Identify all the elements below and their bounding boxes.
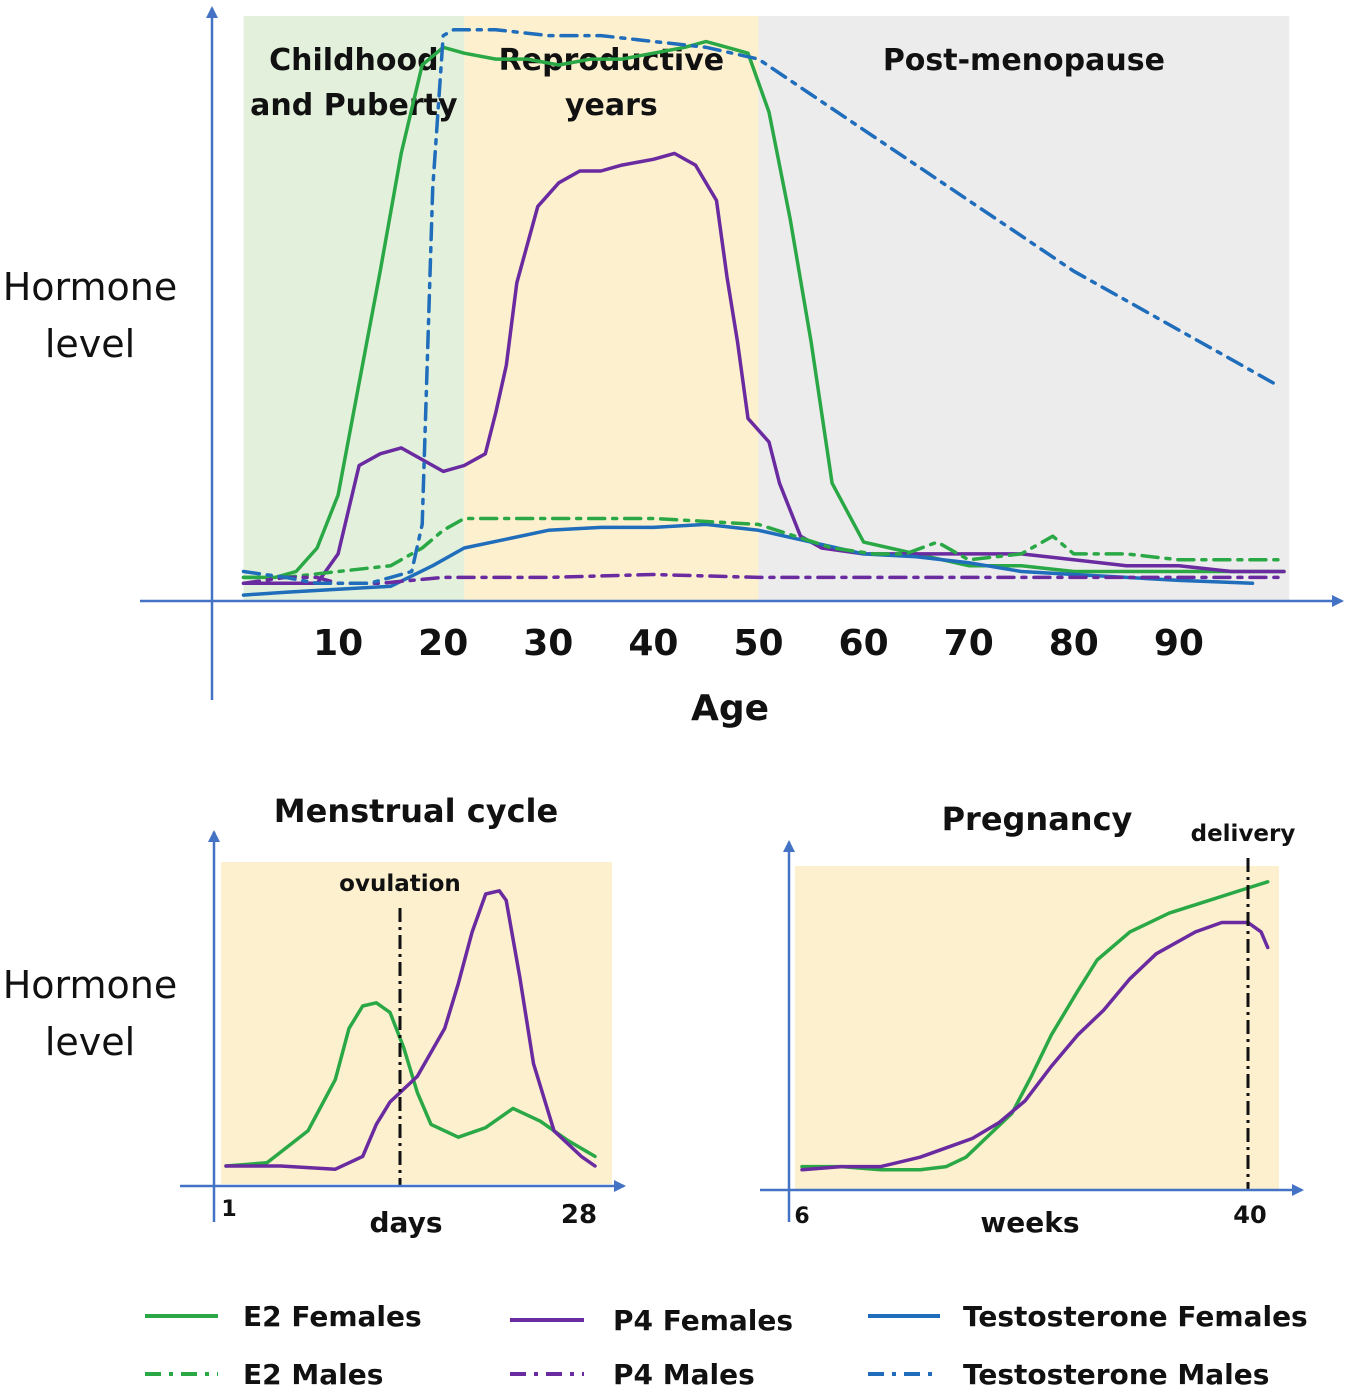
lifespan-xtick-40: 40 — [628, 623, 678, 664]
pregnancy-line-p4-females — [800, 920, 1270, 1172]
menstrual-title: Menstrual cycle — [274, 792, 558, 830]
phase-band-post-menopause — [758, 16, 1290, 601]
menstrual-xlabel: days — [370, 1206, 443, 1239]
lifespan-xtick-10: 10 — [313, 623, 363, 664]
lifespan-xtick-60: 60 — [839, 623, 889, 664]
legend-item-p4-males: P4 Males — [510, 1358, 755, 1391]
lifespan-xtick-90: 90 — [1154, 623, 1204, 664]
lifespan-line-testosterone-males — [241, 27, 1276, 586]
delivery-label: delivery — [1191, 821, 1296, 847]
menstrual-chart: Menstrual cycle ovulation 1 28 days Horm… — [3, 792, 626, 1239]
pregnancy-xlabel: weeks — [980, 1206, 1079, 1239]
lifespan-ylabel-line1: Hormone — [3, 265, 178, 309]
legend-label-e2-males: E2 Males — [243, 1358, 383, 1391]
legend-label-p4-males: P4 Males — [613, 1358, 755, 1391]
menstrual-background — [221, 862, 612, 1184]
lifespan-line-testosterone-females — [241, 522, 1255, 597]
pregnancy-xtick-40: 40 — [1233, 1201, 1266, 1229]
lifespan-xtick-80: 80 — [1049, 623, 1099, 664]
phase-label-years: years — [565, 88, 658, 123]
menstrual-line-p4-females — [224, 889, 597, 1171]
legend-label-e2-females: E2 Females — [243, 1300, 422, 1333]
menstrual-line-e2-females — [224, 1001, 597, 1168]
lifespan-line-p4-males — [241, 572, 1286, 586]
lifespan-xtick-50: 50 — [733, 623, 783, 664]
ovulation-label: ovulation — [339, 871, 461, 897]
pregnancy-title: Pregnancy — [942, 800, 1133, 838]
lifespan-xtick-20: 20 — [418, 623, 468, 664]
menstrual-xtick-28: 28 — [561, 1200, 597, 1230]
lifespan-xtick-70: 70 — [944, 623, 994, 664]
menstrual-ylabel-line1: Hormone — [3, 963, 178, 1007]
legend-item-e2-females: E2 Females — [145, 1300, 422, 1333]
lifespan-line-p4-females — [241, 151, 1286, 586]
phase-label-and-puberty: and Puberty — [250, 88, 458, 123]
legend-item-e2-males: E2 Males — [145, 1358, 383, 1391]
phase-label-post-menopause: Post-menopause — [883, 43, 1165, 78]
legend-item-testosterone-males: Testosterone Males — [868, 1358, 1269, 1391]
pregnancy-background — [795, 866, 1279, 1189]
legend-item-p4-females: P4 Females — [510, 1304, 793, 1337]
menstrual-ylabel-line2: level — [45, 1020, 135, 1064]
menstrual-xtick-1: 1 — [221, 1197, 236, 1222]
legend: E2 Females P4 Females Testosterone Femal… — [145, 1300, 1308, 1391]
lifespan-xlabel: Age — [691, 688, 769, 729]
legend-label-testosterone-females: Testosterone Females — [963, 1300, 1308, 1333]
legend-item-testosterone-females: Testosterone Females — [868, 1300, 1308, 1333]
lifespan-xtick-30: 30 — [523, 623, 573, 664]
pregnancy-line-e2-females — [800, 880, 1270, 1172]
legend-label-testosterone-males: Testosterone Males — [963, 1358, 1269, 1391]
lifespan-line-e2-males — [241, 516, 1286, 580]
legend-label-p4-females: P4 Females — [613, 1304, 793, 1337]
lifespan-ylabel-line2: level — [45, 322, 135, 366]
phase-label-childhood: Childhood — [269, 43, 438, 78]
pregnancy-chart: Pregnancy delivery 6 40 weeks — [760, 800, 1304, 1239]
pregnancy-xtick-6: 6 — [794, 1204, 809, 1229]
